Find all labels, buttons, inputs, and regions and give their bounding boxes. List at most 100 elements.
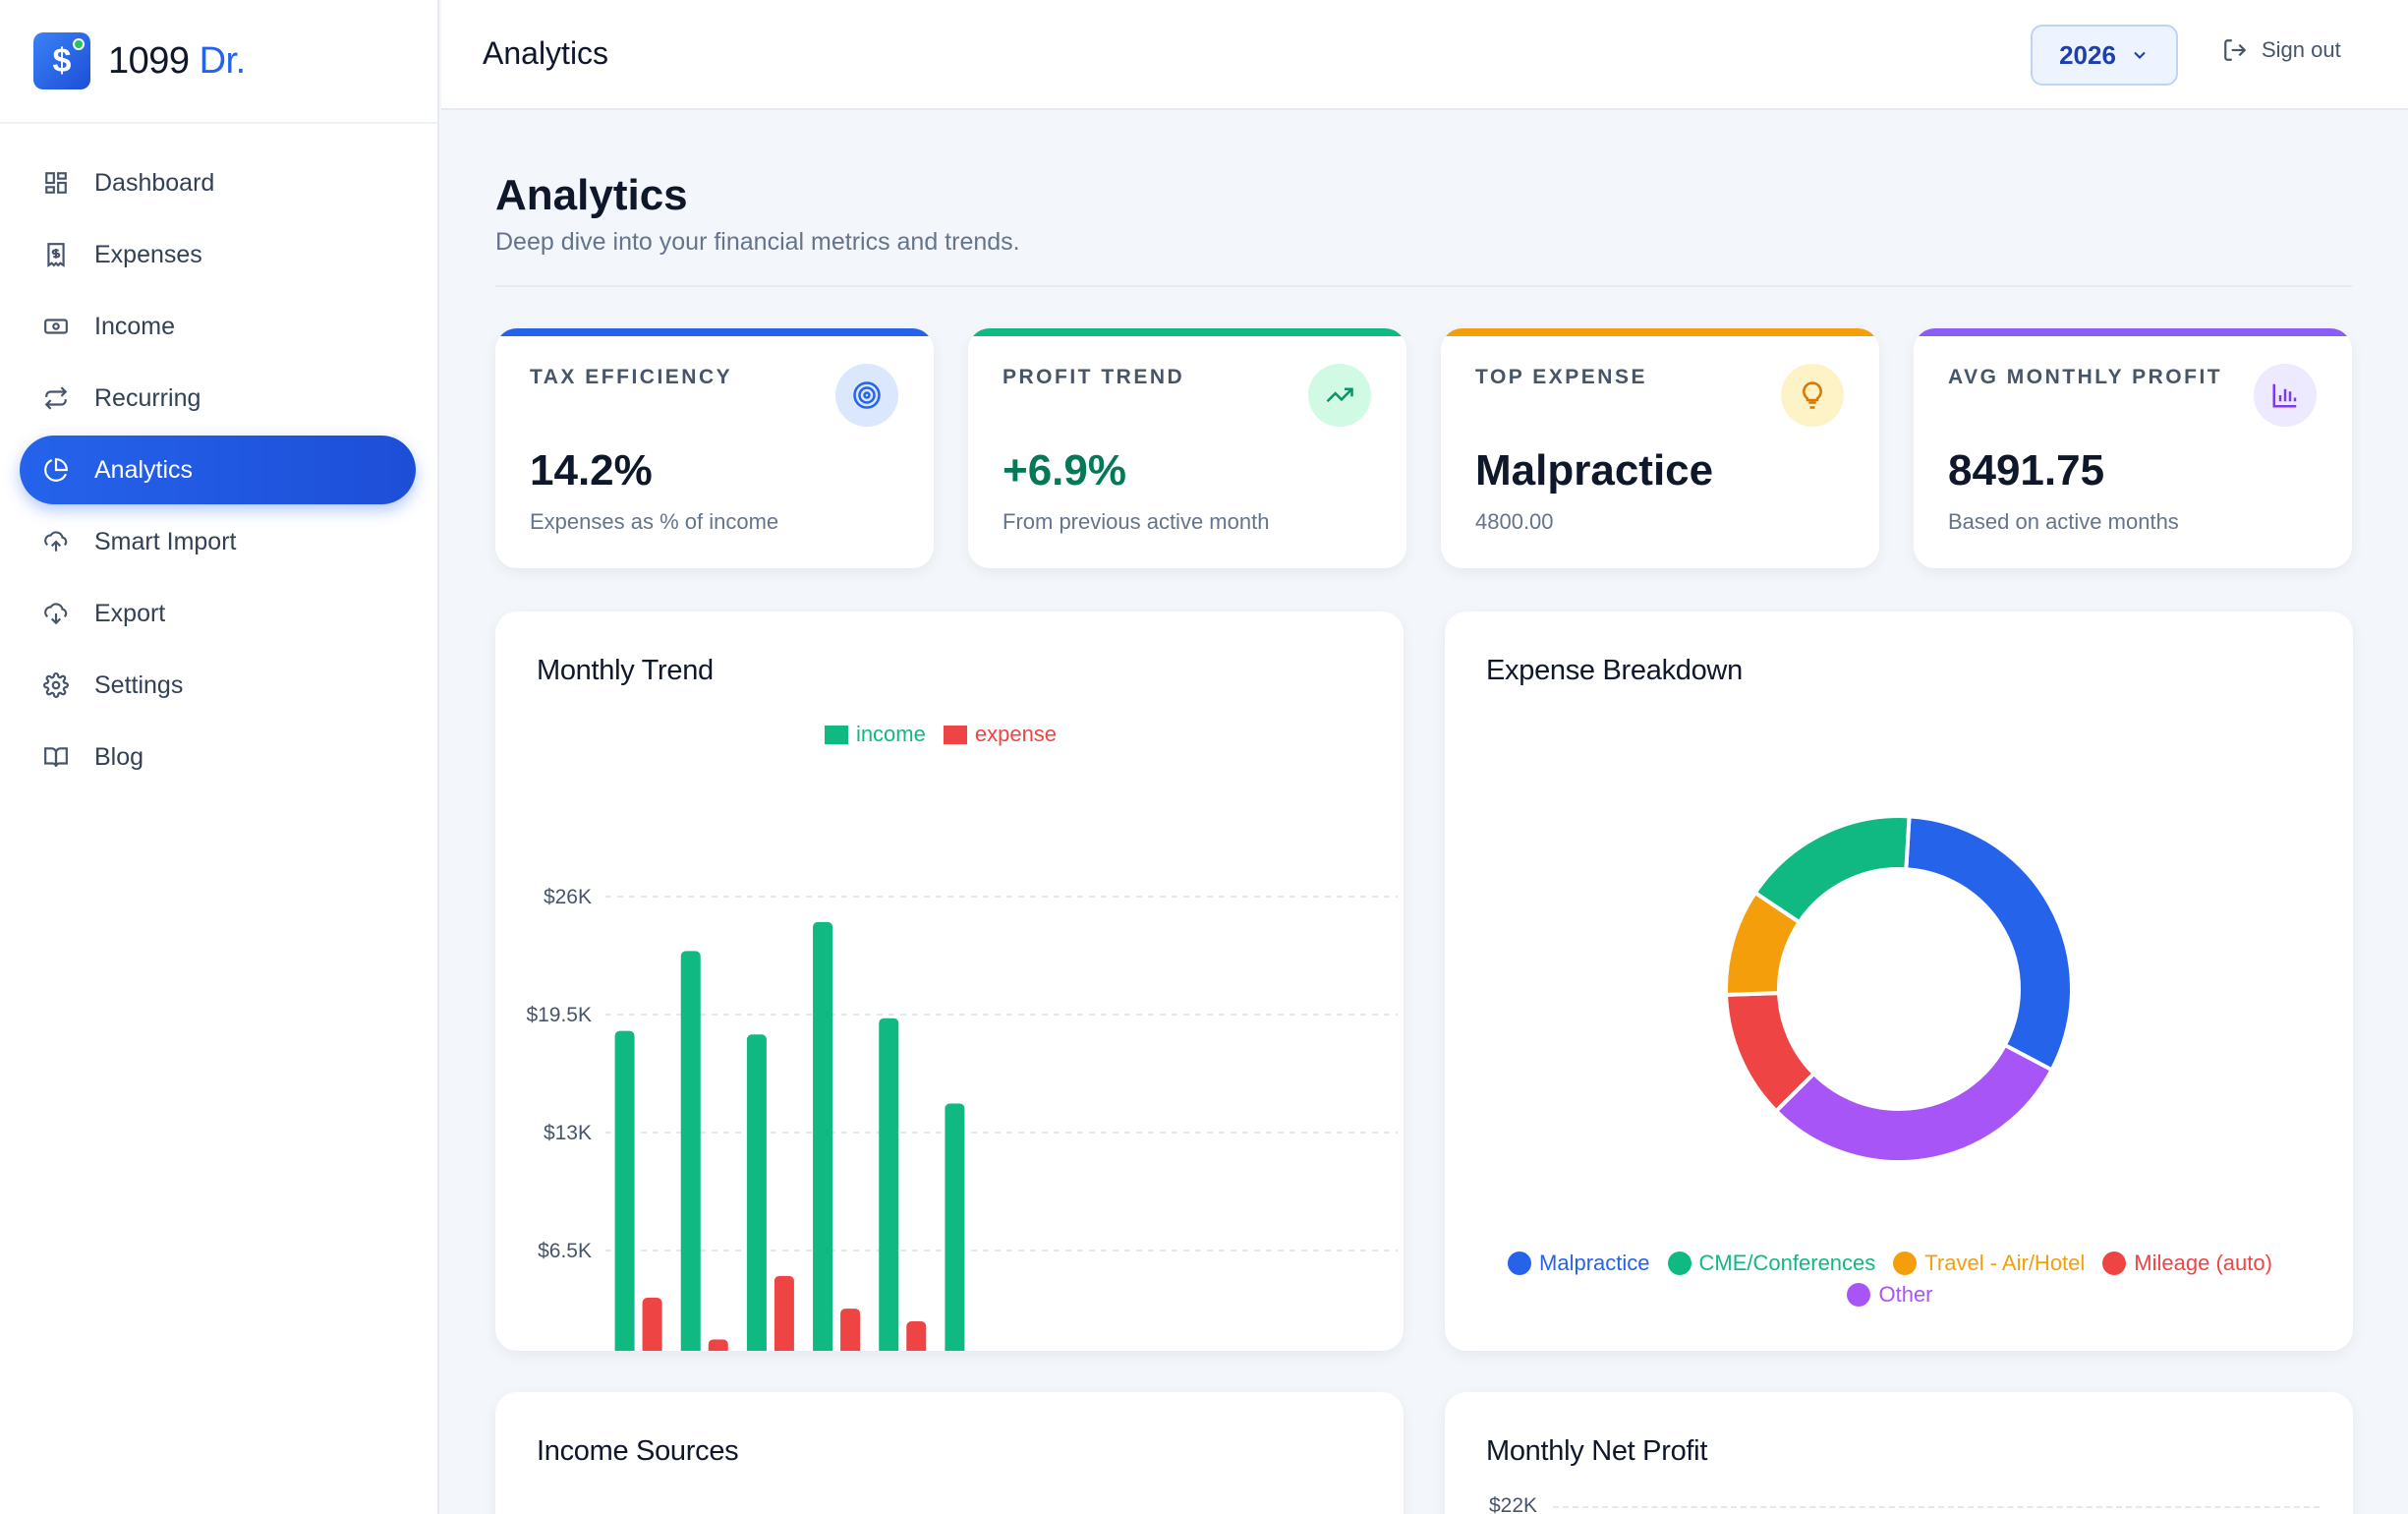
target-icon — [835, 364, 898, 427]
legend-item-other[interactable]: Other — [1445, 1282, 2335, 1308]
trending-up-icon — [1308, 364, 1371, 427]
card-title: Monthly Net Profit — [1486, 1435, 1708, 1467]
sidebar-nav: Dashboard Expenses Income Recurring Anal… — [0, 124, 437, 791]
breakdown-legend: Malpractice CME/Conferences Travel - Air… — [1445, 1251, 2353, 1308]
card-title: Expense Breakdown — [1486, 655, 1743, 686]
stat-label: TOP EXPENSE — [1475, 366, 1647, 388]
y-tick-label: $22K — [1489, 1494, 1538, 1514]
legend-item-travel[interactable]: Travel - Air/Hotel — [1893, 1251, 2085, 1276]
sidebar-item-smart-import[interactable]: Smart Import — [20, 507, 416, 576]
expense-breakdown-card: Expense Breakdown Malpractice CME/Confer… — [1445, 611, 2353, 1351]
book-icon — [41, 742, 71, 772]
sidebar: $ 1099 Dr. Dashboard Expenses Income — [0, 0, 439, 1514]
sidebar-item-settings[interactable]: Settings — [20, 651, 416, 720]
monthly-trend-card: Monthly Trend income expense $0$6.5K$13K… — [495, 611, 1404, 1351]
main-content: Analytics Deep dive into your financial … — [441, 110, 2408, 1514]
bar-income — [680, 951, 701, 1351]
stat-value: Malpractice — [1475, 446, 1714, 495]
stat-label: TAX EFFICIENCY — [530, 366, 733, 388]
card-title: Monthly Trend — [537, 655, 714, 686]
sign-out-button[interactable]: Sign out — [2222, 37, 2341, 63]
income-sources-card: Income Sources — [495, 1392, 1404, 1514]
legend-item-mileage[interactable]: Mileage (auto) — [2102, 1251, 2272, 1276]
header-title: Analytics — [483, 35, 609, 71]
legend-item-income[interactable]: income — [824, 722, 926, 747]
legend-swatch — [824, 725, 848, 744]
sidebar-item-analytics[interactable]: Analytics — [20, 436, 416, 504]
legend-swatch — [1508, 1252, 1532, 1275]
sidebar-item-label: Recurring — [94, 383, 201, 412]
sign-out-label: Sign out — [2262, 37, 2341, 62]
topbar: Analytics 2026 Sign out — [441, 0, 2408, 110]
page-title: Analytics — [495, 171, 688, 219]
logo-badge-dot — [73, 38, 85, 50]
repeat-icon — [41, 383, 71, 413]
bar-expense — [708, 1339, 728, 1351]
sidebar-item-label: Dashboard — [94, 168, 215, 197]
stat-sub: Based on active months — [1948, 509, 2179, 534]
legend-item-cme-conferences[interactable]: CME/Conferences — [1667, 1251, 1876, 1276]
stat-value: 14.2% — [530, 446, 653, 495]
stat-card-avg-monthly-profit: AVG MONTHLY PROFIT 8491.75 Based on acti… — [1914, 328, 2352, 568]
sidebar-item-export[interactable]: Export — [20, 579, 416, 648]
expense-breakdown-chart — [1724, 814, 2074, 1164]
bar-expense — [906, 1321, 927, 1351]
legend-swatch — [1893, 1252, 1918, 1275]
stat-sub: Expenses as % of income — [530, 509, 779, 534]
sidebar-item-label: Export — [94, 599, 166, 627]
stat-card-profit-trend: PROFIT TREND +6.9% From previous active … — [968, 328, 1406, 568]
brand[interactable]: $ 1099 Dr. — [0, 0, 437, 124]
stat-label: AVG MONTHLY PROFIT — [1948, 366, 2223, 388]
legend-label: expense — [974, 722, 1058, 746]
sidebar-item-recurring[interactable]: Recurring — [20, 364, 416, 433]
pie-chart-icon — [41, 455, 71, 485]
sidebar-item-label: Analytics — [94, 455, 194, 484]
sidebar-item-income[interactable]: Income — [20, 292, 416, 361]
bar-expense — [642, 1298, 662, 1351]
chart-legend: income expense — [495, 722, 1404, 747]
sidebar-item-label: Smart Import — [94, 527, 237, 555]
bar-income — [945, 1103, 965, 1351]
sidebar-item-dashboard[interactable]: Dashboard — [20, 148, 416, 217]
legend-item-expense[interactable]: expense — [943, 722, 1058, 747]
cloud-upload-icon — [41, 527, 71, 556]
bar-chart-icon — [2254, 364, 2317, 427]
legend-swatch — [1667, 1252, 1691, 1275]
sidebar-item-label: Expenses — [94, 240, 202, 268]
year-select[interactable]: 2026 — [2031, 25, 2178, 86]
brand-name-accent: Dr. — [199, 39, 247, 82]
logo-icon: $ — [33, 32, 90, 89]
y-tick-label: $13K — [544, 1122, 592, 1144]
bar-income — [813, 921, 833, 1351]
sidebar-item-blog[interactable]: Blog — [20, 723, 416, 791]
sidebar-item-label: Income — [94, 312, 175, 340]
donut-slice-other — [1773, 1042, 2055, 1164]
legend-label: Travel - Air/Hotel — [1924, 1251, 2086, 1275]
page-subtitle: Deep dive into your financial metrics an… — [495, 228, 1020, 256]
card-title: Income Sources — [537, 1435, 739, 1467]
legend-item-malpractice[interactable]: Malpractice — [1508, 1251, 1650, 1276]
brand-name: 1099 Dr. — [108, 40, 246, 83]
stat-accent-bar — [495, 328, 934, 336]
sidebar-item-label: Settings — [94, 670, 184, 699]
year-value: 2026 — [2059, 39, 2116, 70]
stat-value: +6.9% — [1003, 446, 1126, 495]
legend-label: CME/Conferences — [1698, 1251, 1876, 1275]
bar-income — [879, 1018, 899, 1351]
chevron-down-icon — [2134, 51, 2146, 59]
banknote-icon — [41, 312, 71, 341]
legend-label: Other — [1878, 1282, 1933, 1307]
bar-expense — [840, 1309, 861, 1351]
dashboard-icon — [41, 168, 71, 198]
legend-swatch — [943, 725, 967, 744]
legend-swatch — [1847, 1283, 1871, 1307]
divider — [495, 285, 2352, 287]
stat-sub: From previous active month — [1003, 509, 1270, 534]
stat-accent-bar — [968, 328, 1406, 336]
legend-label: Malpractice — [1539, 1251, 1650, 1275]
y-tick-label: $19.5K — [526, 1004, 592, 1026]
monthly-net-profit-card: Monthly Net Profit $22K — [1445, 1392, 2353, 1514]
bar-income — [614, 1030, 635, 1351]
gear-icon — [41, 670, 71, 700]
sidebar-item-expenses[interactable]: Expenses — [20, 220, 416, 289]
